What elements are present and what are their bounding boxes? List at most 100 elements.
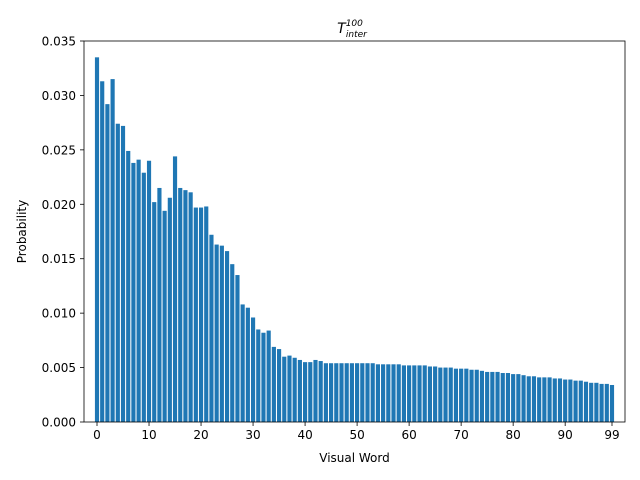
- x-tick-label: 60: [401, 428, 416, 442]
- bar-30: [250, 317, 256, 422]
- bar-96: [594, 382, 599, 422]
- bar-80: [511, 374, 516, 422]
- x-tick-label: 40: [297, 428, 312, 442]
- bar-6: [126, 150, 131, 422]
- bar-74: [479, 370, 485, 422]
- bar-4: [115, 123, 120, 422]
- bar-45: [329, 363, 334, 422]
- bar-23: [214, 244, 219, 422]
- y-tick-label: 0.015: [42, 252, 76, 266]
- x-tick-label: 20: [193, 428, 208, 442]
- bar-37: [287, 355, 292, 422]
- bar-64: [427, 366, 433, 422]
- bar-34: [271, 346, 276, 422]
- bar-31: [256, 329, 261, 422]
- bar-33: [266, 330, 271, 422]
- bar-75: [485, 371, 490, 422]
- bars-group: [94, 57, 615, 423]
- bar-11: [152, 202, 157, 422]
- bar-62: [417, 365, 422, 422]
- bar-43: [318, 361, 323, 422]
- bar-12: [157, 187, 162, 422]
- bar-63: [422, 365, 427, 422]
- x-tick-label: 50: [349, 428, 364, 442]
- bar-7: [131, 162, 136, 423]
- bar-19: [193, 207, 198, 422]
- bar-44: [323, 363, 328, 422]
- bar-20: [198, 207, 204, 422]
- bar-92: [573, 380, 578, 422]
- bar-15: [172, 156, 178, 423]
- bar-18: [188, 192, 193, 422]
- bar-99: [609, 384, 615, 422]
- bar-22: [209, 234, 214, 422]
- y-axis: 0.000 0.005 0.010 0.015 0.020 0.025 0.030 0.035: [42, 35, 84, 430]
- bar-76: [490, 371, 495, 422]
- bar-71: [464, 368, 469, 422]
- bar-97: [599, 383, 604, 422]
- bar-98: [604, 383, 609, 422]
- chart-title: T100 inter: [337, 19, 368, 40]
- x-axis: 0 10 20 30 40 50 60 70 80 90 99: [93, 422, 620, 442]
- bar-95: [589, 382, 594, 422]
- x-tick-label: 90: [558, 428, 573, 442]
- bar-48: [344, 363, 349, 422]
- bar-87: [547, 377, 552, 422]
- bar-54: [375, 364, 380, 422]
- bar-0: [94, 57, 100, 422]
- y-tick-label: 0.025: [42, 143, 76, 157]
- y-tick-label: 0.020: [42, 198, 76, 212]
- bar-25: [224, 251, 230, 422]
- bar-51: [360, 363, 365, 422]
- bar-58: [396, 364, 401, 422]
- x-tick-label: 30: [245, 428, 260, 442]
- bar-93: [578, 380, 583, 422]
- y-tick-label: 0.005: [42, 361, 76, 375]
- bar-70: [459, 368, 464, 422]
- bar-46: [334, 363, 339, 422]
- x-tick-label: 0: [93, 428, 101, 442]
- bar-89: [557, 378, 563, 422]
- bar-5: [120, 125, 126, 422]
- bar-65: [433, 366, 438, 422]
- bar-52: [365, 363, 370, 422]
- y-tick-label: 0.035: [42, 35, 76, 49]
- bar-32: [261, 332, 266, 422]
- bar-78: [500, 373, 505, 422]
- bar-14: [167, 197, 172, 422]
- bar-79: [505, 373, 511, 422]
- x-tick-label: 80: [506, 428, 521, 442]
- bar-61: [412, 365, 417, 422]
- y-tick-label: 0.000: [42, 416, 76, 430]
- bar-67: [443, 367, 448, 422]
- bar-36: [282, 356, 287, 422]
- bar-35: [276, 349, 282, 422]
- bar-16: [178, 187, 183, 422]
- bar-26: [230, 264, 235, 422]
- y-tick-label: 0.010: [42, 307, 76, 321]
- bar-50: [355, 363, 360, 422]
- bar-3: [110, 79, 115, 422]
- bar-53: [370, 363, 375, 422]
- bar-68: [448, 367, 453, 422]
- bar-59: [401, 365, 406, 422]
- bar-84: [531, 376, 537, 422]
- bar-85: [537, 377, 542, 422]
- plot-frame: [83, 40, 626, 423]
- bar-8: [136, 159, 141, 422]
- bar-72: [469, 369, 474, 422]
- bar-86: [542, 377, 547, 422]
- bar-83: [526, 376, 531, 422]
- bar-94: [583, 381, 589, 422]
- bar-2: [105, 104, 110, 422]
- bar-28: [240, 304, 245, 422]
- bar-90: [563, 379, 568, 422]
- bar-9: [141, 172, 146, 422]
- bar-60: [407, 365, 412, 422]
- bar-13: [162, 210, 167, 422]
- x-axis-label: Visual Word: [319, 451, 389, 465]
- bar-91: [568, 379, 573, 422]
- y-axis-label: Probability: [15, 200, 29, 263]
- bar-42: [313, 359, 318, 422]
